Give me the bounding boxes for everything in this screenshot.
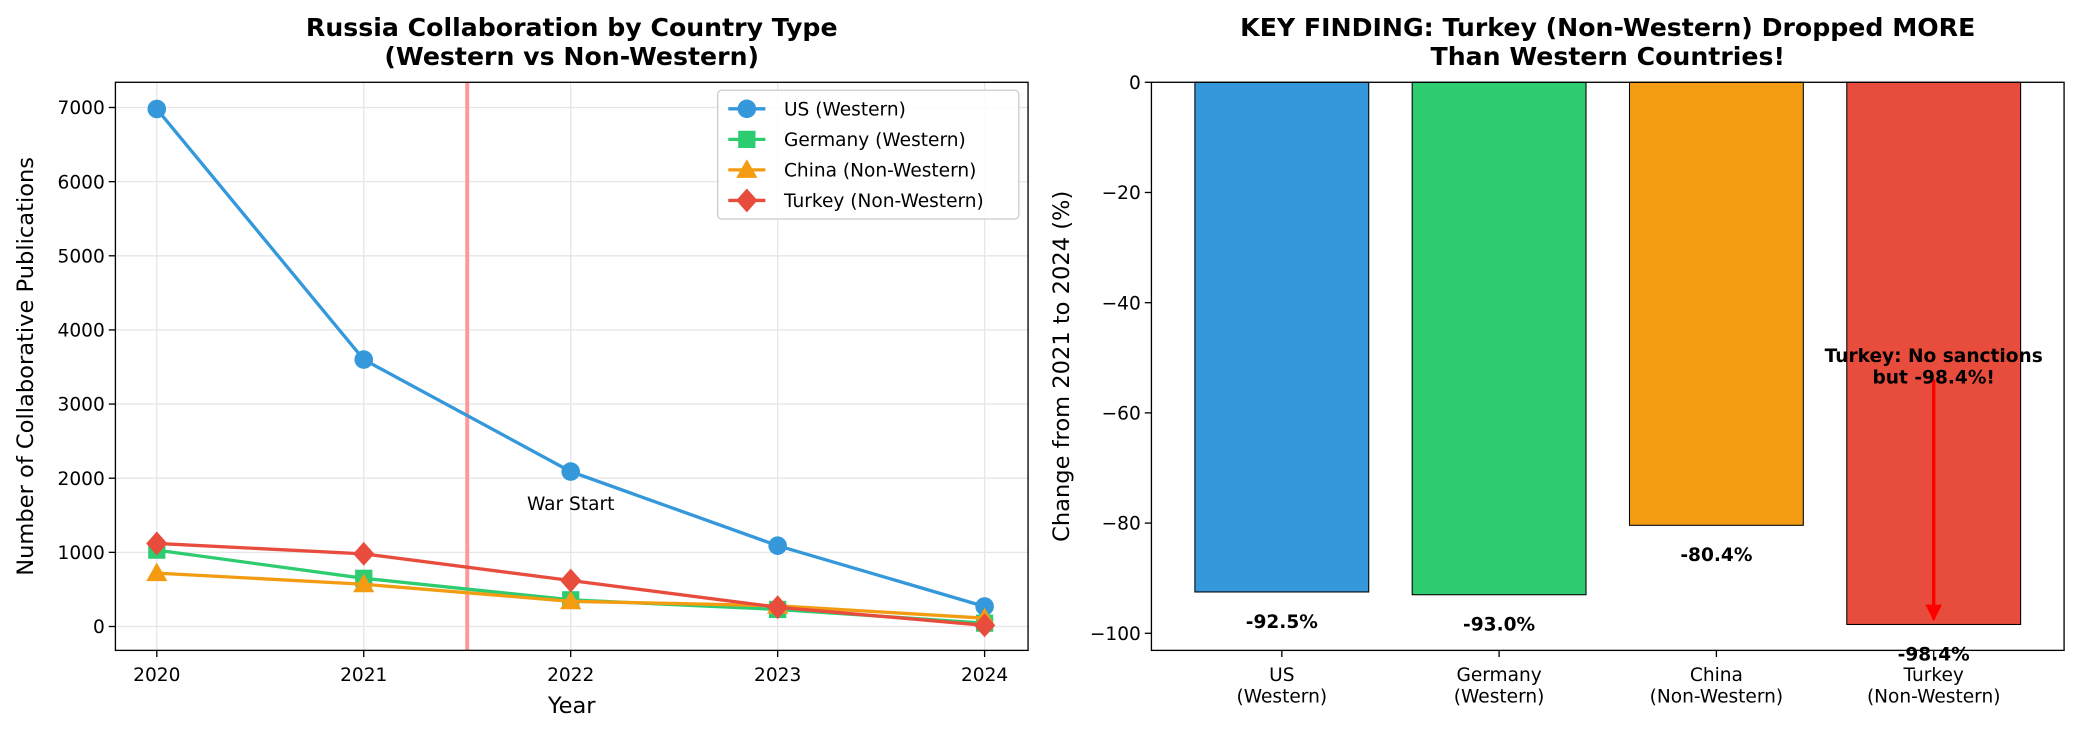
marker [146, 562, 168, 582]
y-tick-label: 1000 [58, 543, 105, 564]
chart-title: Russia Collaboration by Country Type (Wes… [306, 13, 838, 71]
y-tick-label: 5000 [58, 246, 105, 267]
y-tick-label: 6000 [58, 172, 105, 193]
annotation: War Start [527, 494, 614, 515]
x-tick-label: 2024 [961, 665, 1008, 686]
bar [1628, 81, 1804, 526]
y-tick-label: −80 [1102, 514, 1141, 535]
y-axis-label: Number of Collaborative Publications [13, 157, 39, 576]
value-label: -80.4% [1680, 545, 1752, 566]
x-tick-label: Turkey (Non-Western) [1867, 665, 2001, 707]
y-tick-label: −20 [1102, 183, 1141, 204]
annotation: Turkey: No sanctions but -98.4%! [1825, 346, 2043, 388]
y-tick-label: 0 [1129, 73, 1141, 94]
axes-frame [114, 81, 1029, 652]
legend-label: Turkey (Non-Western) [783, 191, 984, 212]
marker [560, 590, 582, 610]
x-tick-label: 2020 [133, 665, 180, 686]
y-tick-label: −60 [1102, 404, 1141, 425]
marker [353, 541, 375, 566]
marker [560, 568, 582, 593]
y-tick-label: −100 [1090, 624, 1141, 645]
value-label: -93.0% [1463, 615, 1535, 636]
y-tick-label: 3000 [58, 395, 105, 416]
x-tick-label: US (Western) [1237, 665, 1328, 707]
marker [737, 99, 757, 119]
y-tick-label: 0 [93, 617, 105, 638]
y-tick-label: −40 [1102, 293, 1141, 314]
chart-title: KEY FINDING: Turkey (Non-Western) Droppe… [1240, 13, 1975, 71]
marker [561, 462, 580, 481]
marker [147, 99, 167, 119]
y-tick-label: 2000 [58, 469, 105, 490]
marker [736, 188, 758, 213]
y-tick-label: 7000 [58, 98, 105, 119]
bar [1411, 81, 1587, 596]
y-axis-label: Change from 2021 to 2024 (%) [1049, 191, 1075, 542]
x-tick-label: 2022 [547, 665, 594, 686]
bar [1194, 81, 1370, 593]
marker [973, 613, 996, 638]
marker [146, 531, 168, 556]
x-axis-label: Year [547, 693, 596, 719]
legend-label: Germany (Western) [784, 130, 966, 151]
axes-frame [1150, 81, 2065, 652]
x-tick-label: China (Non-Western) [1650, 665, 1784, 707]
value-label: -92.5% [1246, 612, 1318, 633]
marker [738, 130, 756, 148]
marker [354, 350, 374, 369]
y-tick-label: 4000 [58, 321, 105, 342]
marker [353, 573, 375, 593]
x-tick-label: Germany (Western) [1454, 665, 1545, 707]
legend-label: US (Western) [784, 99, 906, 120]
marker [736, 159, 758, 178]
marker [767, 595, 789, 620]
x-tick-label: 2023 [754, 665, 801, 686]
marker [768, 536, 787, 555]
legend [716, 89, 1020, 220]
x-tick-label: 2021 [340, 665, 387, 686]
marker [975, 597, 994, 616]
legend-label: China (Non-Western) [784, 161, 976, 182]
